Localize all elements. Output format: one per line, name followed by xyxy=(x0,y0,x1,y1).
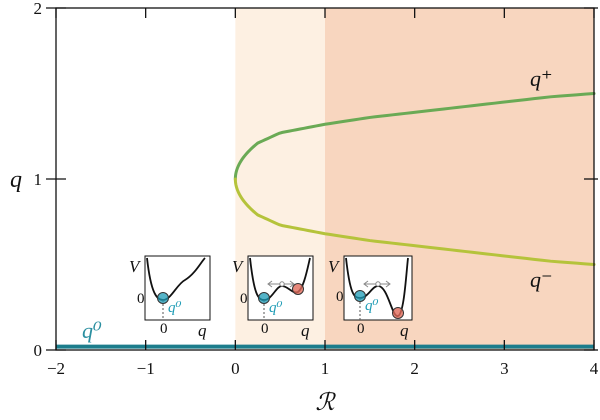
x-tick-label: 4 xyxy=(590,359,599,378)
inset-q0-label: q⁰ xyxy=(168,300,182,316)
inset-v-label: V xyxy=(328,257,341,276)
y-tick-label: 2 xyxy=(34,0,43,18)
inset-q-label: q xyxy=(400,321,409,340)
label-q0: q⁰ xyxy=(82,318,102,343)
barrier-marker xyxy=(279,281,285,287)
y-tick-label: 1 xyxy=(34,170,43,189)
inset-q-label: q xyxy=(198,321,207,340)
label-q-plus: q⁺ xyxy=(530,66,553,91)
inset-zero-y: 0 xyxy=(336,289,344,305)
stable-state-marker xyxy=(258,292,270,304)
x-tick-label: 1 xyxy=(321,359,330,378)
x-tick-label: 2 xyxy=(410,359,419,378)
x-tick-label: −2 xyxy=(47,359,65,378)
stable-state-marker xyxy=(157,292,169,304)
inset-zero-x: 0 xyxy=(160,321,168,337)
y-axis-title: q xyxy=(10,167,22,193)
series-q-plus-line xyxy=(233,92,596,181)
stable-state-marker xyxy=(354,290,366,302)
inset-v-label: V xyxy=(232,257,245,276)
second-state-marker xyxy=(292,283,304,295)
series-q-minus-line xyxy=(233,177,596,266)
x-tick-label: −1 xyxy=(137,359,155,378)
inset-q0-label: q⁰ xyxy=(365,298,379,314)
second-state-marker xyxy=(392,307,404,319)
x-tick-label: 0 xyxy=(231,359,240,378)
label-q-minus: q⁻ xyxy=(530,267,553,292)
inset-q-label: q xyxy=(301,321,310,340)
inset-zero-y: 0 xyxy=(137,291,145,307)
barrier-marker xyxy=(375,281,381,287)
y-tick-label: 0 xyxy=(34,341,43,360)
x-tick-label: 3 xyxy=(500,359,509,378)
potential-curve xyxy=(146,257,206,301)
inset-v-label: V xyxy=(129,257,142,276)
inset-zero-x: 0 xyxy=(261,321,269,337)
inset-q0-label: q⁰ xyxy=(269,300,283,316)
x-axis-title: ℛ xyxy=(315,390,336,416)
inset-zero-y: 0 xyxy=(240,291,248,307)
inset-zero-x: 0 xyxy=(357,321,365,337)
